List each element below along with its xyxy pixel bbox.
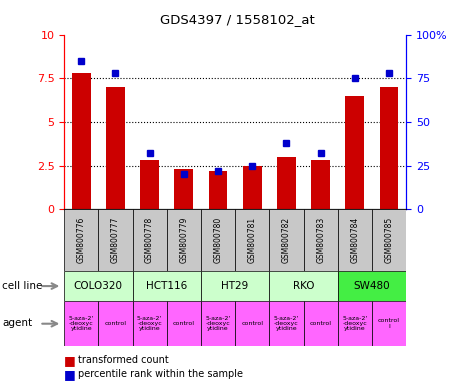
- FancyBboxPatch shape: [133, 301, 167, 346]
- Text: COLO320: COLO320: [74, 281, 123, 291]
- Text: GSM800783: GSM800783: [316, 217, 325, 263]
- FancyBboxPatch shape: [64, 271, 133, 301]
- FancyBboxPatch shape: [64, 209, 98, 271]
- Text: percentile rank within the sample: percentile rank within the sample: [78, 369, 243, 379]
- Text: HCT116: HCT116: [146, 281, 187, 291]
- FancyBboxPatch shape: [64, 301, 98, 346]
- Bar: [380, 87, 399, 209]
- Bar: [106, 87, 125, 209]
- FancyBboxPatch shape: [338, 209, 372, 271]
- Bar: [311, 161, 330, 209]
- Text: 5-aza-2'
-deoxyc
ytidine: 5-aza-2' -deoxyc ytidine: [274, 316, 299, 331]
- Text: 5-aza-2'
-deoxyc
ytidine: 5-aza-2' -deoxyc ytidine: [68, 316, 94, 331]
- Text: SW480: SW480: [353, 281, 390, 291]
- FancyBboxPatch shape: [269, 271, 338, 301]
- Bar: [277, 157, 296, 209]
- Text: 5-aza-2'
-deoxyc
ytidine: 5-aza-2' -deoxyc ytidine: [205, 316, 231, 331]
- Bar: [174, 169, 193, 209]
- Text: transformed count: transformed count: [78, 355, 169, 365]
- FancyBboxPatch shape: [269, 301, 304, 346]
- FancyBboxPatch shape: [133, 271, 201, 301]
- FancyBboxPatch shape: [201, 209, 235, 271]
- Text: agent: agent: [2, 318, 32, 328]
- Text: GSM800777: GSM800777: [111, 217, 120, 263]
- Text: ■: ■: [64, 368, 76, 381]
- Bar: [345, 96, 364, 209]
- FancyBboxPatch shape: [338, 271, 406, 301]
- FancyBboxPatch shape: [201, 301, 235, 346]
- FancyBboxPatch shape: [235, 209, 269, 271]
- Bar: [243, 166, 262, 209]
- Text: RKO: RKO: [293, 281, 314, 291]
- Text: GSM800781: GSM800781: [248, 217, 256, 263]
- Text: GSM800779: GSM800779: [180, 217, 188, 263]
- Text: 5-aza-2'
-deoxyc
ytidine: 5-aza-2' -deoxyc ytidine: [342, 316, 368, 331]
- Bar: [72, 73, 91, 209]
- Text: GSM800784: GSM800784: [351, 217, 359, 263]
- Text: HT29: HT29: [221, 281, 249, 291]
- Text: control: control: [104, 321, 126, 326]
- FancyBboxPatch shape: [304, 209, 338, 271]
- Text: control: control: [310, 321, 332, 326]
- Text: GDS4397 / 1558102_at: GDS4397 / 1558102_at: [160, 13, 315, 26]
- FancyBboxPatch shape: [167, 301, 201, 346]
- FancyBboxPatch shape: [372, 301, 406, 346]
- FancyBboxPatch shape: [338, 301, 372, 346]
- Text: GSM800778: GSM800778: [145, 217, 154, 263]
- FancyBboxPatch shape: [201, 271, 269, 301]
- Text: control: control: [173, 321, 195, 326]
- Text: GSM800782: GSM800782: [282, 217, 291, 263]
- Text: GSM800780: GSM800780: [214, 217, 222, 263]
- Text: cell line: cell line: [2, 281, 43, 291]
- Text: control
l: control l: [378, 318, 400, 329]
- FancyBboxPatch shape: [98, 209, 133, 271]
- Text: GSM800785: GSM800785: [385, 217, 393, 263]
- FancyBboxPatch shape: [98, 301, 133, 346]
- Bar: [140, 161, 159, 209]
- FancyBboxPatch shape: [372, 209, 406, 271]
- FancyBboxPatch shape: [167, 209, 201, 271]
- Text: control: control: [241, 321, 263, 326]
- FancyBboxPatch shape: [304, 301, 338, 346]
- Text: GSM800776: GSM800776: [77, 217, 86, 263]
- FancyBboxPatch shape: [269, 209, 304, 271]
- FancyBboxPatch shape: [235, 301, 269, 346]
- Text: 5-aza-2'
-deoxyc
ytidine: 5-aza-2' -deoxyc ytidine: [137, 316, 162, 331]
- FancyBboxPatch shape: [133, 209, 167, 271]
- Text: ■: ■: [64, 354, 76, 367]
- Bar: [209, 171, 228, 209]
